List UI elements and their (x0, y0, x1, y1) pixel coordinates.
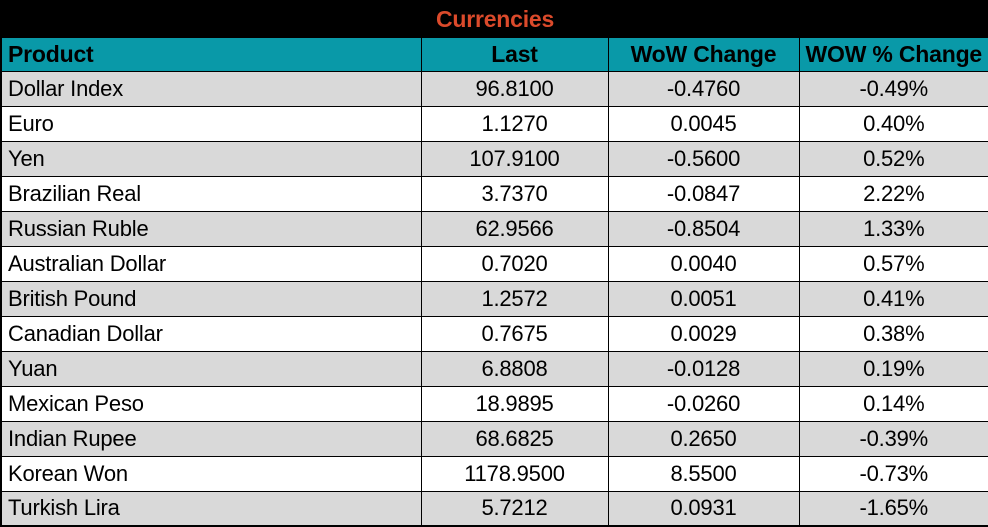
table-row: British Pound 1.2572 0.0051 0.41% (0, 280, 988, 317)
table-row: Russian Ruble 62.9566 -0.8504 1.33% (0, 210, 988, 247)
last-cell: 1178.9500 (420, 455, 609, 492)
table-row: Dollar Index 96.8100 -0.4760 -0.49% (0, 70, 988, 107)
table-row: Brazilian Real 3.7370 -0.0847 2.22% (0, 175, 988, 212)
last-cell: 0.7020 (420, 245, 609, 282)
product-cell: British Pound (0, 280, 422, 317)
table-row: Euro 1.1270 0.0045 0.40% (0, 105, 988, 142)
last-cell: 3.7370 (420, 175, 609, 212)
wow-pct-change-cell: -0.73% (798, 455, 988, 492)
wow-pct-change-cell: 1.33% (798, 210, 988, 247)
wow-change-cell: 0.0040 (607, 245, 800, 282)
wow-change-cell: -0.4760 (607, 70, 800, 107)
wow-pct-change-cell: -0.39% (798, 420, 988, 457)
table-header-row: Product Last WoW Change WOW % Change (0, 36, 988, 72)
wow-change-cell: -0.8504 (607, 210, 800, 247)
table-body: Dollar Index 96.8100 -0.4760 -0.49% Euro 1.12… (0, 70, 988, 527)
wow-change-cell: -0.0847 (607, 175, 800, 212)
product-cell: Korean Won (0, 455, 422, 492)
wow-pct-change-cell: 0.19% (798, 350, 988, 387)
column-header-wow-change: WoW Change (607, 36, 800, 72)
last-cell: 62.9566 (420, 210, 609, 247)
product-cell: Australian Dollar (0, 245, 422, 282)
wow-pct-change-cell: 0.41% (798, 280, 988, 317)
column-header-last: Last (420, 36, 609, 72)
wow-change-cell: 0.0029 (607, 315, 800, 352)
table-row: Canadian Dollar 0.7675 0.0029 0.38% (0, 315, 988, 352)
product-cell: Turkish Lira (0, 490, 422, 527)
wow-change-cell: 8.5500 (607, 455, 800, 492)
table-row: Indian Rupee 68.6825 0.2650 -0.39% (0, 420, 988, 457)
product-cell: Yen (0, 140, 422, 177)
product-cell: Russian Ruble (0, 210, 422, 247)
table-row: Yuan 6.8808 -0.0128 0.19% (0, 350, 988, 387)
wow-pct-change-cell: 0.57% (798, 245, 988, 282)
wow-pct-change-cell: 0.38% (798, 315, 988, 352)
column-header-product: Product (0, 36, 422, 72)
wow-pct-change-cell: 0.40% (798, 105, 988, 142)
wow-change-cell: 0.0051 (607, 280, 800, 317)
last-cell: 107.9100 (420, 140, 609, 177)
table-title: Currencies (0, 0, 988, 38)
product-cell: Canadian Dollar (0, 315, 422, 352)
wow-change-cell: -0.0260 (607, 385, 800, 422)
product-cell: Indian Rupee (0, 420, 422, 457)
column-header-wow-pct-change: WOW % Change (798, 36, 988, 72)
last-cell: 6.8808 (420, 350, 609, 387)
product-cell: Mexican Peso (0, 385, 422, 422)
table-title-row: Currencies (0, 0, 988, 38)
table-row: Mexican Peso 18.9895 -0.0260 0.14% (0, 385, 988, 422)
wow-pct-change-cell: 0.52% (798, 140, 988, 177)
wow-pct-change-cell: -0.49% (798, 70, 988, 107)
product-cell: Dollar Index (0, 70, 422, 107)
product-cell: Brazilian Real (0, 175, 422, 212)
last-cell: 1.2572 (420, 280, 609, 317)
wow-change-cell: 0.0045 (607, 105, 800, 142)
wow-change-cell: -0.0128 (607, 350, 800, 387)
wow-pct-change-cell: -1.65% (798, 490, 988, 527)
table-row: Korean Won 1178.9500 8.5500 -0.73% (0, 455, 988, 492)
wow-change-cell: 0.2650 (607, 420, 800, 457)
last-cell: 96.8100 (420, 70, 609, 107)
wow-pct-change-cell: 2.22% (798, 175, 988, 212)
last-cell: 68.6825 (420, 420, 609, 457)
last-cell: 5.7212 (420, 490, 609, 527)
last-cell: 18.9895 (420, 385, 609, 422)
product-cell: Euro (0, 105, 422, 142)
product-cell: Yuan (0, 350, 422, 387)
table-row: Australian Dollar 0.7020 0.0040 0.57% (0, 245, 988, 282)
table-row: Yen 107.9100 -0.5600 0.52% (0, 140, 988, 177)
table-row: Turkish Lira 5.7212 0.0931 -1.65% (0, 490, 988, 527)
last-cell: 1.1270 (420, 105, 609, 142)
wow-change-cell: 0.0931 (607, 490, 800, 527)
wow-pct-change-cell: 0.14% (798, 385, 988, 422)
last-cell: 0.7675 (420, 315, 609, 352)
wow-change-cell: -0.5600 (607, 140, 800, 177)
